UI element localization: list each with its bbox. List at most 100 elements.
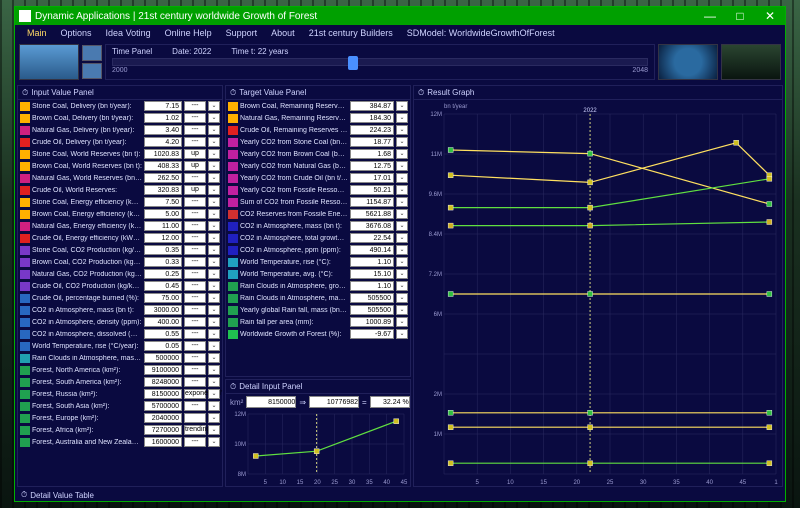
dropdown-icon[interactable]: ⌄ <box>208 389 220 399</box>
dropdown-icon[interactable]: ⌄ <box>208 425 220 435</box>
input-unit[interactable]: --- <box>184 221 206 231</box>
target-value[interactable] <box>350 293 394 303</box>
input-unit[interactable]: --- <box>184 197 206 207</box>
dropdown-icon[interactable]: ⌄ <box>396 281 408 291</box>
target-value[interactable] <box>350 269 394 279</box>
dropdown-icon[interactable]: ⌄ <box>396 101 408 111</box>
target-value[interactable] <box>350 161 394 171</box>
target-value[interactable] <box>350 101 394 111</box>
dropdown-icon[interactable]: ⌄ <box>208 281 220 291</box>
close-button[interactable]: ✕ <box>759 9 781 23</box>
menu-main[interactable]: Main <box>21 27 53 39</box>
menu-support[interactable]: Support <box>220 27 264 39</box>
dropdown-icon[interactable]: ⌄ <box>208 353 220 363</box>
menu-ideavoting[interactable]: Idea Voting <box>100 27 157 39</box>
dropdown-icon[interactable]: ⌄ <box>208 161 220 171</box>
input-unit[interactable]: --- <box>184 209 206 219</box>
target-value[interactable] <box>350 329 394 339</box>
dropdown-icon[interactable]: ⌄ <box>208 173 220 183</box>
thumb-small[interactable] <box>82 63 102 79</box>
input-unit[interactable]: --- <box>184 125 206 135</box>
input-value[interactable] <box>144 245 182 255</box>
input-value[interactable] <box>144 293 182 303</box>
input-value[interactable] <box>144 341 182 351</box>
dropdown-icon[interactable]: ⌄ <box>396 197 408 207</box>
dropdown-icon[interactable]: ⌄ <box>396 257 408 267</box>
time-slider[interactable] <box>112 58 648 66</box>
input-value[interactable] <box>144 281 182 291</box>
input-unit[interactable]: --- <box>184 113 206 123</box>
dropdown-icon[interactable]: ⌄ <box>208 329 220 339</box>
detail-pct[interactable] <box>370 396 410 408</box>
menu-options[interactable]: Options <box>55 27 98 39</box>
input-value[interactable] <box>144 365 182 375</box>
input-unit[interactable]: --- <box>184 317 206 327</box>
dropdown-icon[interactable]: ⌄ <box>396 269 408 279</box>
input-value[interactable] <box>144 209 182 219</box>
input-unit[interactable]: --- <box>184 305 206 315</box>
input-unit[interactable]: up <box>184 185 206 195</box>
dropdown-icon[interactable]: ⌄ <box>208 245 220 255</box>
dropdown-icon[interactable]: ⌄ <box>208 125 220 135</box>
dropdown-icon[interactable]: ⌄ <box>396 305 408 315</box>
input-value[interactable] <box>144 257 182 267</box>
thumb-globe[interactable] <box>658 44 718 80</box>
input-value[interactable] <box>144 425 182 435</box>
input-value[interactable] <box>144 269 182 279</box>
dropdown-icon[interactable]: ⌄ <box>208 113 220 123</box>
dropdown-icon[interactable]: ⌄ <box>208 365 220 375</box>
dropdown-icon[interactable]: ⌄ <box>396 329 408 339</box>
dropdown-icon[interactable]: ⌄ <box>396 209 408 219</box>
menu-builders[interactable]: 21st century Builders <box>303 27 399 39</box>
input-unit[interactable]: --- <box>184 341 206 351</box>
dropdown-icon[interactable]: ⌄ <box>208 413 220 423</box>
input-value[interactable] <box>144 329 182 339</box>
dropdown-icon[interactable]: ⌄ <box>396 233 408 243</box>
target-value[interactable] <box>350 137 394 147</box>
target-value[interactable] <box>350 305 394 315</box>
dropdown-icon[interactable]: ⌄ <box>396 113 408 123</box>
dropdown-icon[interactable]: ⌄ <box>396 317 408 327</box>
slider-knob[interactable] <box>348 56 358 70</box>
input-value[interactable] <box>144 173 182 183</box>
input-value[interactable] <box>144 413 182 423</box>
input-unit[interactable]: --- <box>184 401 206 411</box>
menu-about[interactable]: About <box>265 27 301 39</box>
thumb-sky[interactable] <box>19 44 79 80</box>
input-value[interactable] <box>144 149 182 159</box>
target-value[interactable] <box>350 245 394 255</box>
dropdown-icon[interactable]: ⌄ <box>208 305 220 315</box>
input-unit[interactable]: --- <box>184 101 206 111</box>
minimize-button[interactable]: — <box>699 9 721 23</box>
dropdown-icon[interactable]: ⌄ <box>208 149 220 159</box>
input-unit[interactable]: trending <box>184 425 206 435</box>
thumb-small[interactable] <box>82 45 102 61</box>
input-value[interactable] <box>144 401 182 411</box>
target-value[interactable] <box>350 197 394 207</box>
target-value[interactable] <box>350 257 394 267</box>
input-value[interactable] <box>144 161 182 171</box>
dropdown-icon[interactable]: ⌄ <box>208 377 220 387</box>
input-value[interactable] <box>144 437 182 447</box>
input-unit[interactable]: --- <box>184 257 206 267</box>
dropdown-icon[interactable]: ⌄ <box>208 101 220 111</box>
input-unit[interactable]: --- <box>184 233 206 243</box>
input-unit[interactable]: up <box>184 161 206 171</box>
dropdown-icon[interactable]: ⌄ <box>208 137 220 147</box>
maximize-button[interactable]: □ <box>729 9 751 23</box>
dropdown-icon[interactable]: ⌄ <box>396 149 408 159</box>
input-value[interactable] <box>144 137 182 147</box>
input-unit[interactable]: --- <box>184 377 206 387</box>
input-unit[interactable]: --- <box>184 329 206 339</box>
dropdown-icon[interactable]: ⌄ <box>208 209 220 219</box>
target-value[interactable] <box>350 221 394 231</box>
input-value[interactable] <box>144 113 182 123</box>
input-value[interactable] <box>144 233 182 243</box>
dropdown-icon[interactable]: ⌄ <box>208 257 220 267</box>
input-unit[interactable]: --- <box>184 437 206 447</box>
dropdown-icon[interactable]: ⌄ <box>208 293 220 303</box>
input-value[interactable] <box>144 305 182 315</box>
input-value[interactable] <box>144 125 182 135</box>
input-value[interactable] <box>144 185 182 195</box>
input-value[interactable] <box>144 101 182 111</box>
